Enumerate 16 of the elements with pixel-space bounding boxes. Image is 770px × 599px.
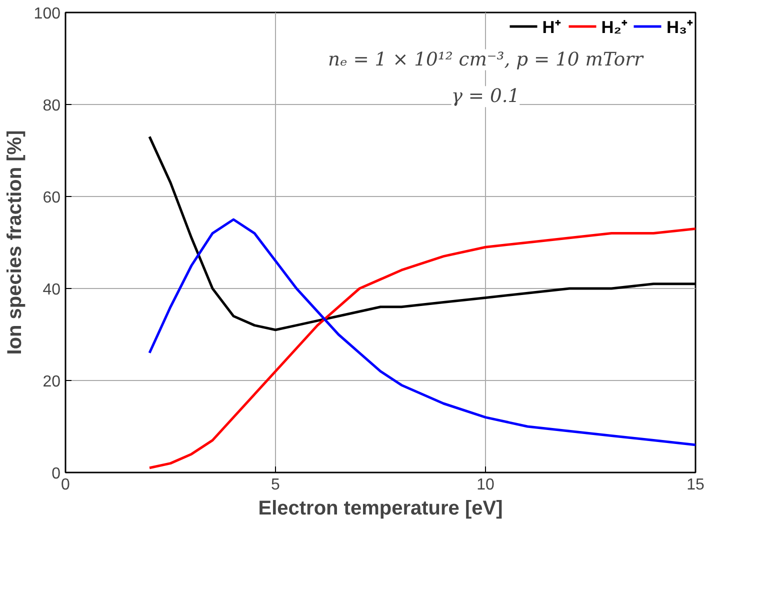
annotation: γ = 0.1	[451, 86, 520, 108]
y-axis-title: Ion species fraction [%]	[4, 130, 26, 355]
y-tick-label: 60	[42, 190, 61, 206]
x-axis-title: Electron temperature [eV]	[258, 498, 503, 520]
legend-label: H₂⁺	[601, 16, 628, 38]
legend-label: H⁺	[542, 16, 562, 38]
legend-label: H₃⁺	[666, 16, 693, 38]
x-tick-label: 15	[686, 476, 704, 494]
y-tick-label: 20	[42, 374, 61, 390]
x-tick-label: 10	[476, 476, 494, 494]
x-tick-label: 5	[271, 476, 280, 494]
y-tick-label: 80	[42, 98, 61, 114]
y-tick-label: 40	[42, 282, 61, 298]
y-tick-label: 100	[34, 6, 61, 22]
annotation: nₑ = 1 × 10¹² cm⁻³, p = 10 mTorr	[328, 49, 644, 70]
y-tick-label: 0	[52, 466, 61, 482]
